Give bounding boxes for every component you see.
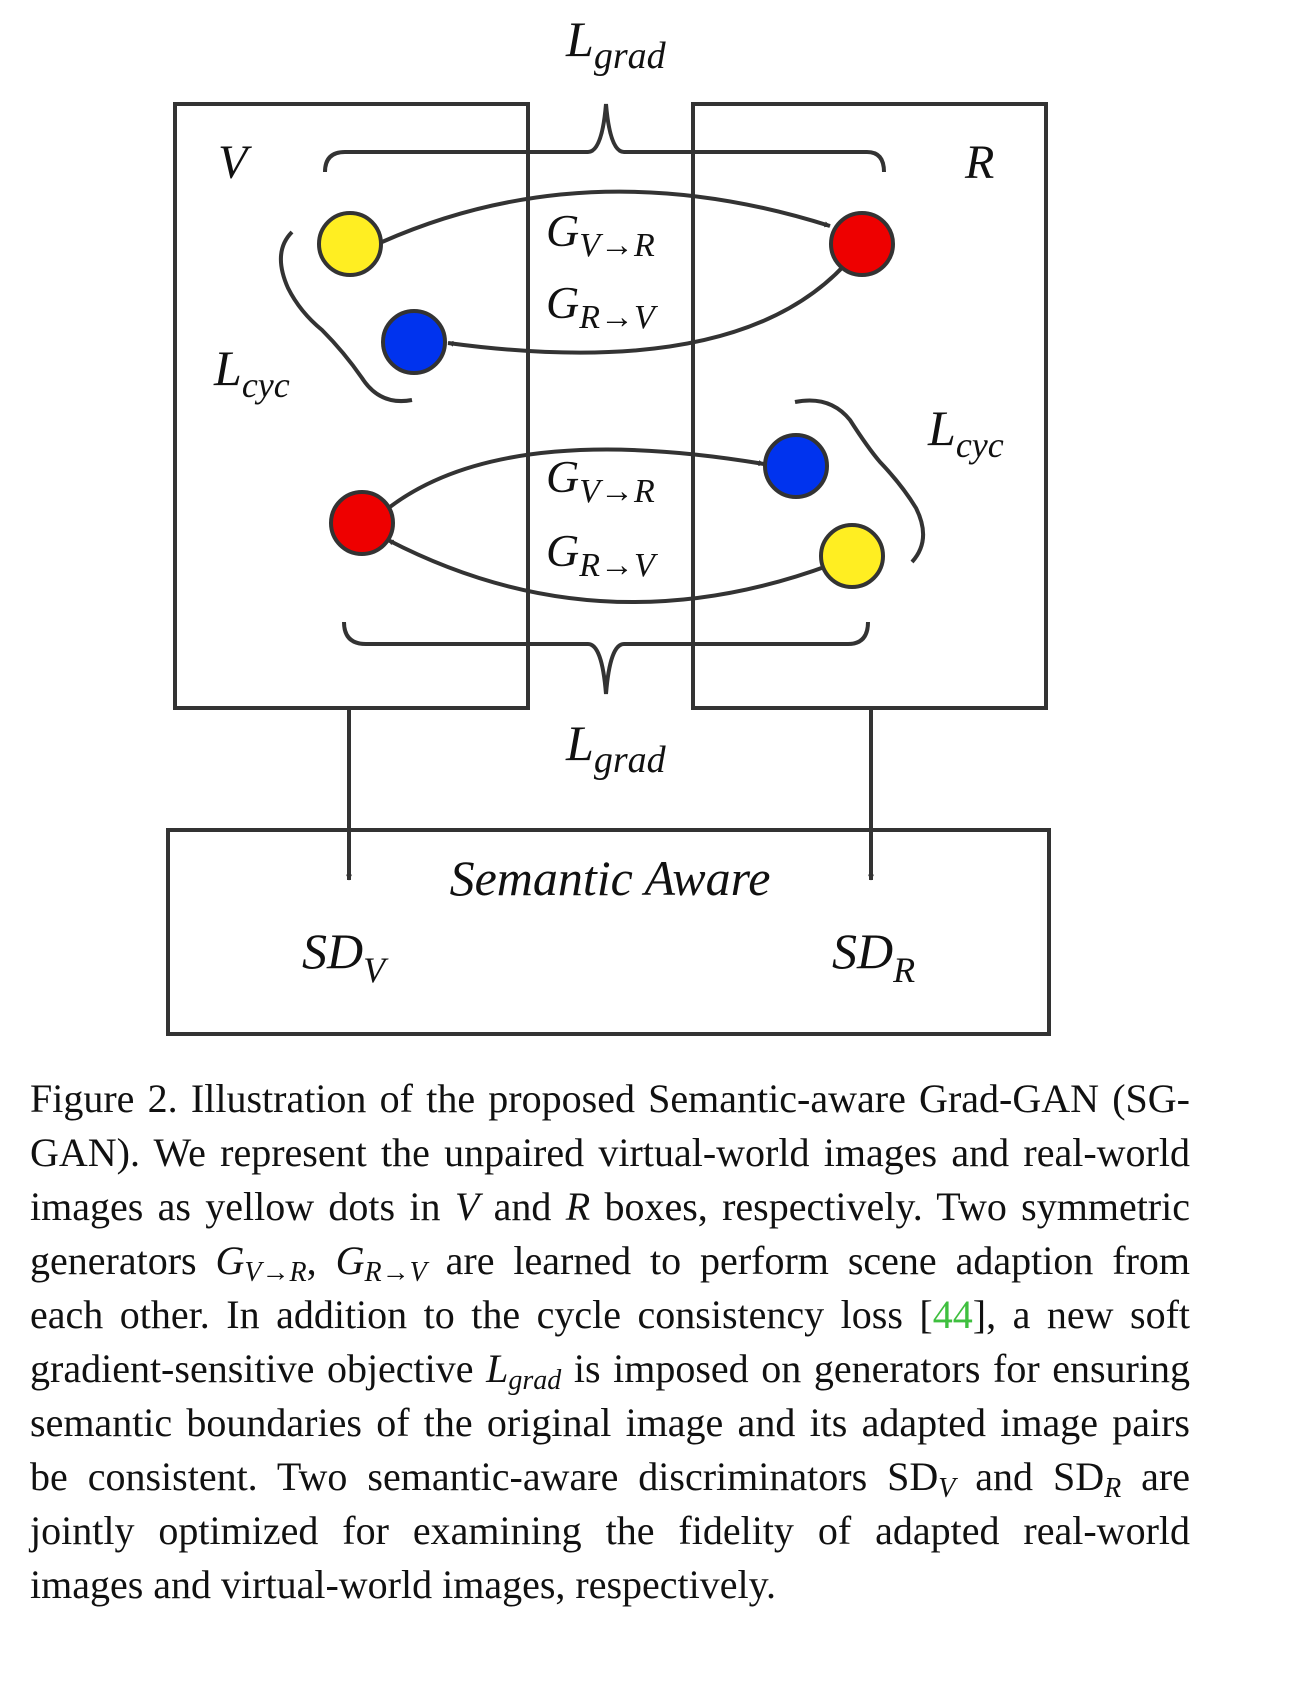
grad-loss-label-top: Lgrad [565, 11, 667, 77]
virtual-box [173, 102, 530, 710]
figure-caption: Figure 2. Illustration of the proposed S… [30, 1076, 1191, 1607]
cyc-loss-label-left: Lcyc [213, 340, 290, 405]
real-box-label: R [964, 136, 994, 189]
real-box [691, 102, 1048, 710]
blue-dot-real [763, 433, 829, 499]
grad-brace-top [323, 103, 886, 173]
cyc-loss-label-right: Lcyc [927, 400, 1004, 465]
semantic-aware-box [166, 828, 1051, 1036]
arrow-bottom-r-to-v [387, 538, 831, 604]
discriminator-label-virtual: SDV [302, 923, 389, 990]
cyc-brace-left [279, 230, 413, 403]
arrow-top-v-to-r [381, 189, 831, 244]
red-dot-virtual [329, 490, 395, 556]
sg-gan-diagram: V R Lgrad Lgrad Lcyc Lcyc GV→R GR→V GV→R… [166, 11, 1051, 1036]
grad-brace-bottom [342, 621, 870, 695]
generator-label-bottom-v-to-r: GV→R [546, 451, 655, 510]
generator-label-bottom-r-to-v: GR→V [546, 525, 659, 584]
generator-label-top-r-to-v: GR→V [546, 277, 659, 336]
arrow-top-r-to-v [447, 242, 864, 355]
yellow-dot-virtual [317, 211, 383, 277]
virtual-box-label: V [218, 136, 252, 189]
cyc-brace-right [794, 398, 925, 564]
arrow-bottom-v-to-r [384, 447, 765, 512]
red-dot-real [829, 211, 895, 277]
blue-dot-virtual [381, 309, 447, 375]
grad-loss-label-bottom: Lgrad [565, 715, 667, 781]
generator-label-top-v-to-r: GV→R [546, 205, 655, 264]
semantic-aware-label: Semantic Aware [450, 850, 771, 906]
citation-link[interactable]: 44 [932, 1292, 973, 1337]
yellow-dot-real [819, 523, 885, 589]
discriminator-label-real: SDR [832, 923, 915, 990]
